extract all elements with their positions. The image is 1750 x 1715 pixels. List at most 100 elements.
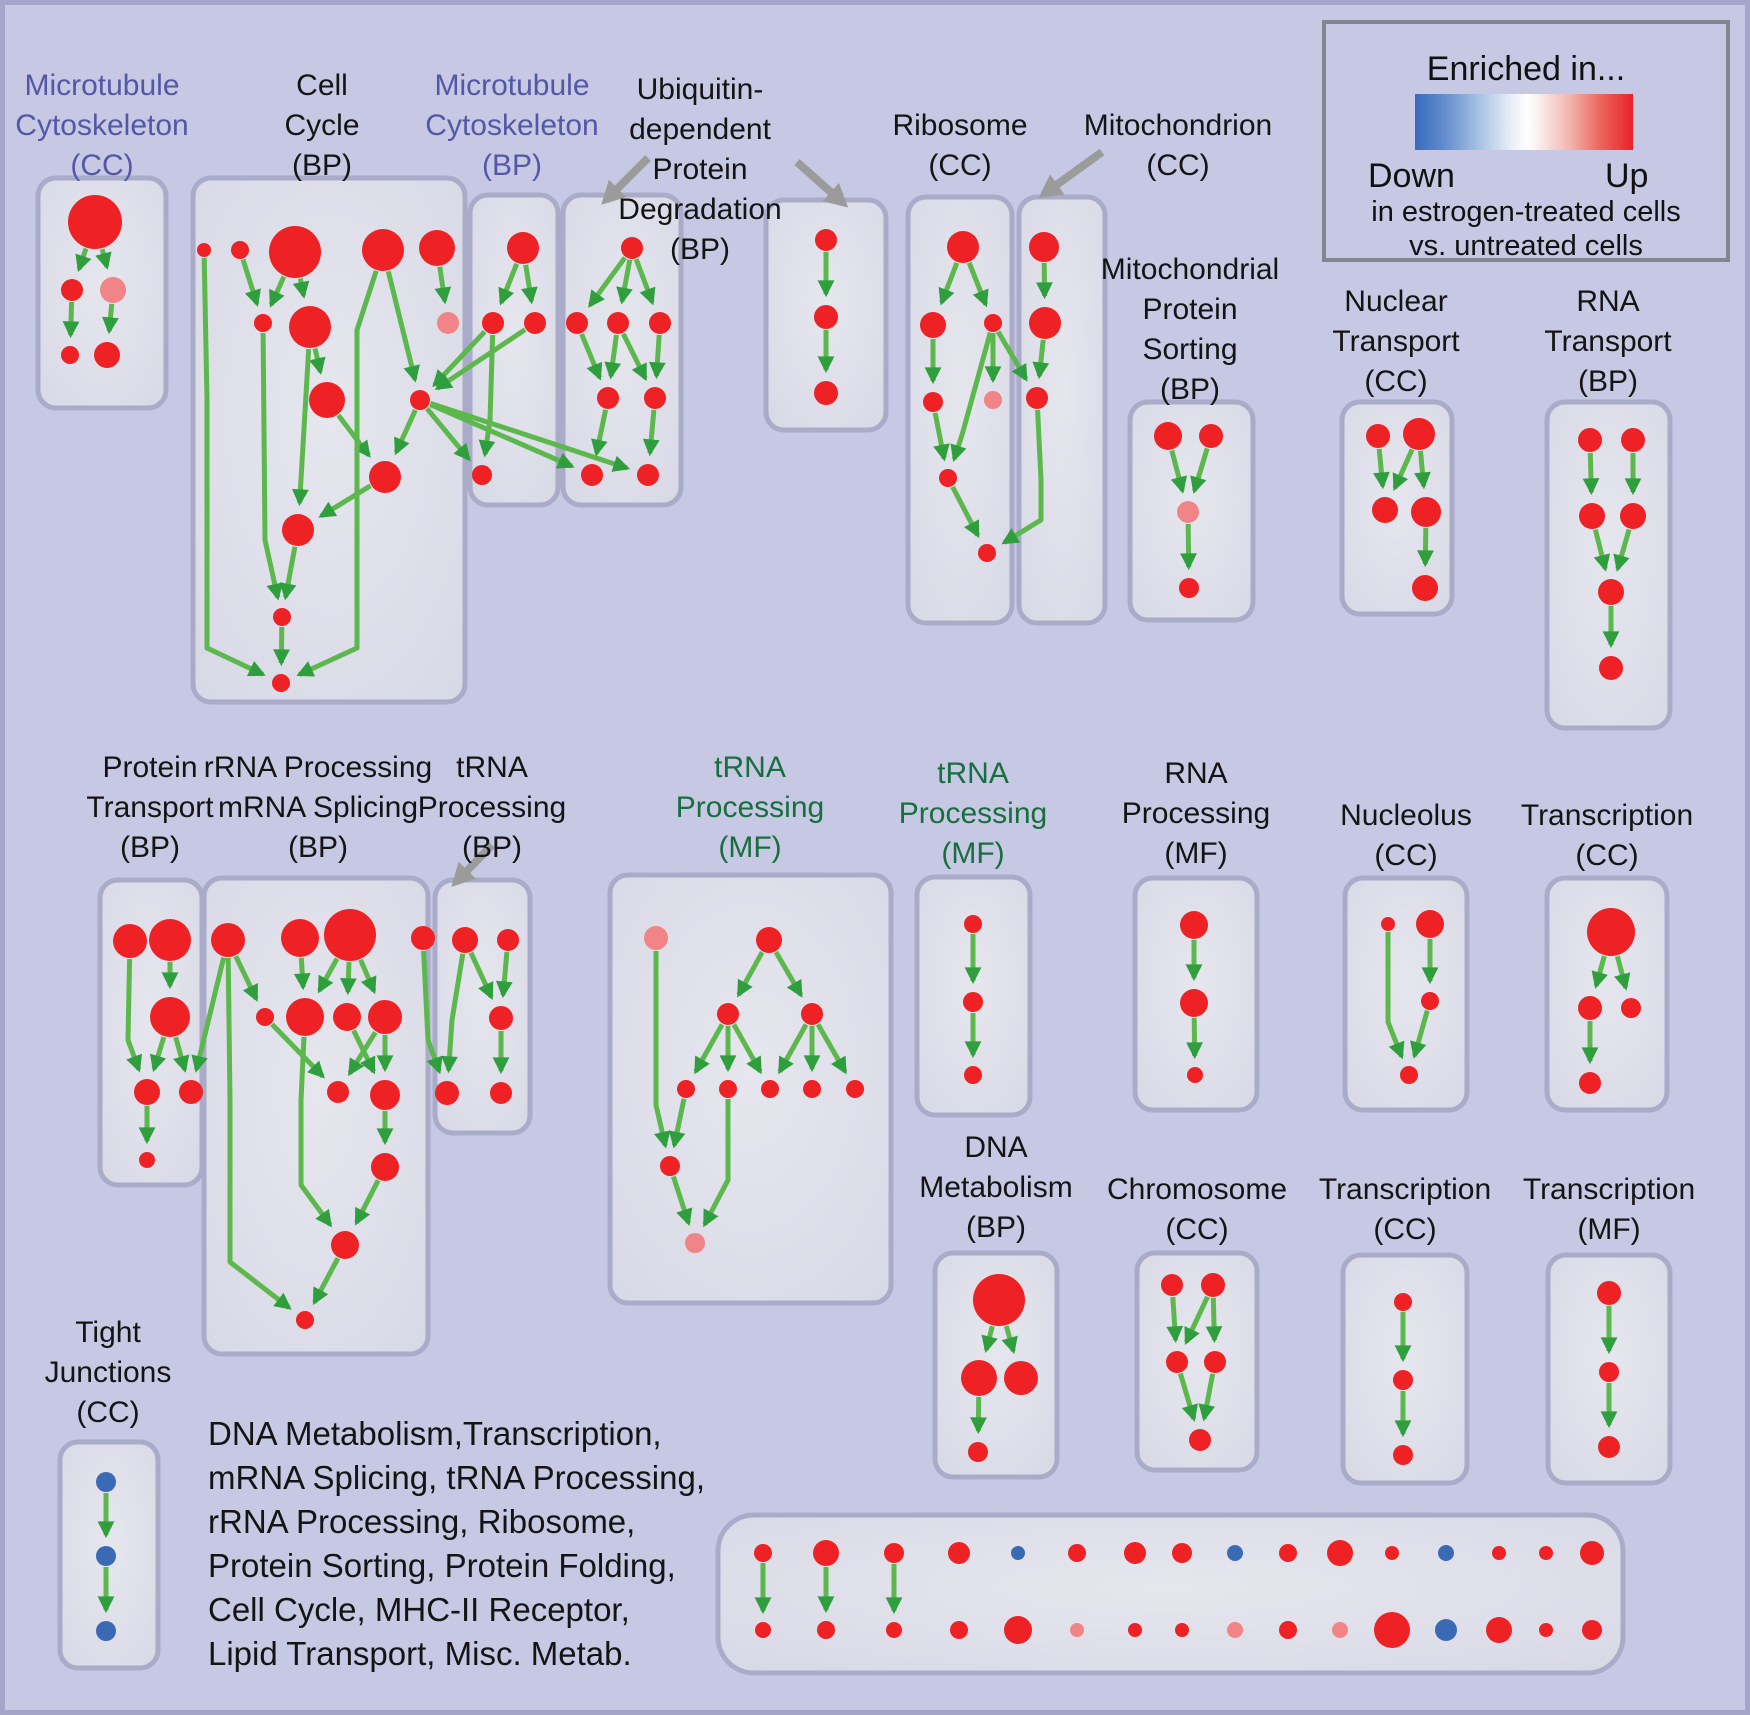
go-term-node-red [272, 674, 290, 692]
edge [498, 262, 520, 306]
go-term-node-red [139, 1152, 155, 1168]
go-term-node-red [524, 312, 546, 334]
edge [260, 332, 283, 601]
go-term-node-red [961, 1360, 997, 1396]
rna-processing-mf-label: RNA Processing (MF) [1121, 757, 1271, 870]
edge [495, 951, 513, 999]
edge [1184, 1295, 1210, 1345]
ubiquitin-dependent-protein-degradation-bp-label: Ubiquitin- dependent Protein Degradation… [618, 73, 782, 266]
edge [1205, 1297, 1223, 1344]
go-term-node-red [150, 997, 190, 1037]
go-term-node-red [1068, 1544, 1086, 1562]
go-term-node-red [410, 390, 430, 410]
edge [273, 626, 290, 667]
go-term-node-red [68, 195, 122, 249]
mitochondrion-cc-label: Mitochondrion (CC) [1083, 109, 1273, 182]
edge [521, 264, 538, 305]
edge [649, 334, 666, 380]
edge [317, 957, 340, 994]
go-term-node-red [1154, 422, 1182, 450]
go-term-node-red [581, 464, 603, 486]
go-term-node-red [1394, 1293, 1412, 1311]
edge [318, 483, 372, 519]
go-term-node-blue [96, 1472, 116, 1492]
legend-up-label: Up [1605, 157, 1649, 195]
go-term-node-red [1180, 911, 1208, 939]
edge [1178, 1372, 1198, 1422]
legend-subtitle-2: vs. untreated cells [1409, 230, 1643, 262]
edge [642, 409, 660, 457]
go-term-node-red [1029, 307, 1061, 339]
go-term-node-red [1004, 1616, 1032, 1644]
go-term-node-red [1128, 1623, 1142, 1637]
go-term-node-red [179, 1080, 203, 1104]
edge [1186, 1017, 1203, 1060]
go-term-node-red [1578, 996, 1602, 1020]
go-term-node-red [1175, 1623, 1189, 1637]
edge [75, 247, 92, 273]
go-term-node-pink [1332, 1622, 1348, 1638]
go-term-node-red [1029, 232, 1059, 262]
go-term-node-pink [984, 391, 1002, 409]
go-term-node-red [289, 306, 331, 348]
panel-transcription-cc-bottom [1340, 1252, 1470, 1486]
edges-layer [62, 247, 1642, 1615]
edge [425, 406, 471, 462]
go-term-node-red [814, 305, 838, 329]
go-term-node-red [1599, 656, 1623, 680]
go-term-node-red [978, 544, 996, 562]
edge [201, 257, 266, 677]
go-term-node-blue [96, 1621, 116, 1641]
go-term-node-pink [1227, 1622, 1243, 1638]
go-term-node-red [1187, 1067, 1203, 1083]
microtubule-cytoskeleton-bp-label: Microtubule Cytoskeleton (BP) [425, 69, 599, 182]
panel-transcription-cc-mid [1544, 875, 1670, 1113]
go-term-node-red [490, 1082, 512, 1104]
go-term-node-red [269, 226, 321, 278]
go-term-node-red [1597, 1281, 1621, 1305]
edge [312, 1257, 341, 1306]
go-term-node-red [950, 1621, 968, 1639]
tight-junctions-cc-label: Tight Junctions (CC) [44, 1316, 172, 1429]
edge [981, 1325, 998, 1353]
edge [191, 956, 227, 1073]
go-term-node-red [964, 915, 982, 933]
go-term-node-red [362, 229, 404, 271]
trna-processing-mf-2-label: tRNA Processing (MF) [898, 757, 1048, 870]
go-term-node-red [1374, 1612, 1410, 1648]
go-term-node-red [886, 1622, 902, 1638]
go-term-node-red [497, 929, 519, 951]
go-term-node-red [1421, 992, 1439, 1010]
go-term-node-red [597, 387, 619, 409]
edge [1592, 528, 1611, 572]
go-term-node-red [1539, 1623, 1553, 1637]
panel-chromosome [1134, 1250, 1260, 1473]
edge [125, 958, 142, 1073]
go-term-node-red [968, 1442, 988, 1462]
go-term-node-red [719, 1080, 737, 1098]
edge [1582, 452, 1600, 496]
edge [1613, 528, 1632, 572]
edge [385, 270, 420, 383]
go-term-node-red [1486, 1617, 1512, 1643]
edge [279, 546, 298, 601]
go-term-node-red [1621, 998, 1641, 1018]
edge [950, 331, 993, 462]
edge [1001, 1325, 1018, 1355]
go-term-node-red [1582, 1620, 1602, 1640]
chromosome-cc-label: Chromosome (CC) [1106, 1173, 1288, 1246]
go-term-node-red [1580, 1541, 1604, 1565]
go-term-node-red [1204, 1351, 1226, 1373]
edge [633, 258, 656, 306]
go-term-node-red [607, 312, 629, 334]
label-pointer-arrow [601, 155, 651, 205]
go-term-node-red [1189, 1429, 1211, 1451]
edge [270, 1022, 325, 1079]
go-term-node-red [489, 1006, 513, 1030]
go-term-node-red [1381, 917, 1395, 931]
go-term-node-red [948, 1542, 970, 1564]
go-term-node-red [1539, 1546, 1553, 1560]
go-term-node-red [331, 1231, 359, 1259]
edge [966, 261, 989, 308]
